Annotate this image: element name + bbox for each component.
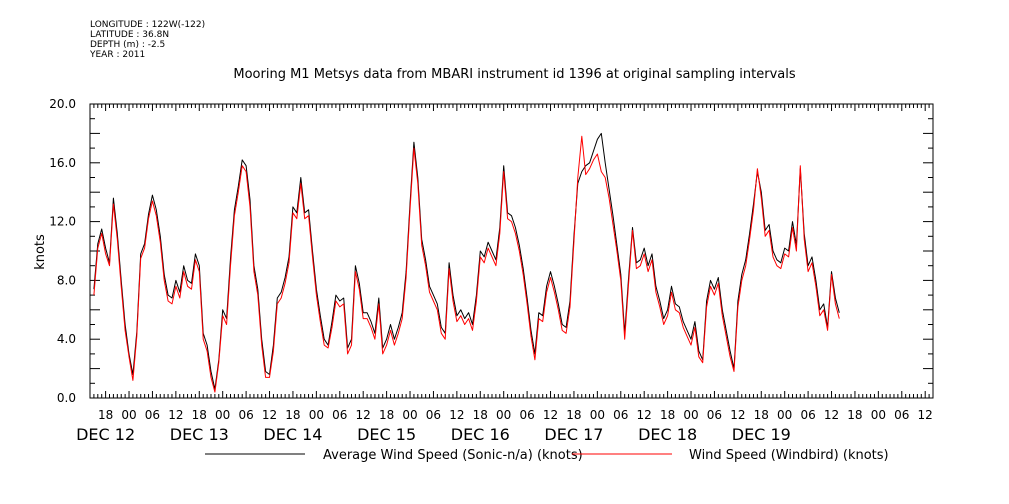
y-tick-label: 12.0 [49, 215, 76, 229]
x-hour-label: 06 [707, 408, 722, 422]
x-hour-label: 12 [262, 408, 277, 422]
x-day-label: DEC 12 [76, 425, 135, 444]
series-line-windbird-wind-speed [93, 135, 840, 393]
y-tick-label: 0.0 [57, 391, 76, 405]
legend: Average Wind Speed (Sonic-n/a) (knots) W… [205, 448, 889, 463]
x-hour-label: 18 [473, 408, 488, 422]
x-hour-label: 18 [847, 408, 862, 422]
x-hour-label: 12 [449, 408, 464, 422]
x-hour-label: 12 [168, 408, 183, 422]
y-tick-label: 4.0 [57, 332, 76, 346]
x-day-label: DEC 19 [732, 425, 791, 444]
x-hour-label: 18 [192, 408, 207, 422]
x-hour-label: 06 [800, 408, 815, 422]
metadata-block: LONGITUDE : 122W(-122) LATITUDE : 36.8N … [90, 20, 205, 60]
y-tick-label: 20.0 [49, 97, 76, 111]
series-line-average-wind-speed [93, 132, 840, 390]
x-hour-label: 00 [215, 408, 230, 422]
x-hour-label: 06 [145, 408, 160, 422]
x-hour-label: 00 [590, 408, 605, 422]
x-hour-label: 18 [285, 408, 300, 422]
x-day-label: DEC 18 [638, 425, 697, 444]
x-day-label: DEC 15 [357, 425, 416, 444]
y-tick-label: 16.0 [49, 156, 76, 170]
x-hour-label: 00 [309, 408, 324, 422]
x-hour-label: 06 [426, 408, 441, 422]
x-hour-label: 00 [777, 408, 792, 422]
x-hour-label: 12 [730, 408, 745, 422]
x-hour-label: 12 [824, 408, 839, 422]
x-hour-label: 00 [121, 408, 136, 422]
y-tick-label: 8.0 [57, 273, 76, 287]
latitude-label: LATITUDE : 36.8N [90, 30, 170, 40]
x-hour-label: 12 [918, 408, 933, 422]
chart-title: Mooring M1 Metsys data from MBARI instru… [233, 67, 796, 82]
x-day-label: DEC 16 [451, 425, 510, 444]
x-hour-label: 18 [566, 408, 581, 422]
year-label: YEAR : 2011 [90, 50, 146, 60]
tick-labels: 0.0 4.0 8.0 12.0 16.0 20.0 18 00 06 12 18 00 06 12 18 0… [49, 97, 933, 444]
y-axis-label: knots [33, 234, 48, 270]
x-hour-label: 00 [402, 408, 417, 422]
x-day-label: DEC 13 [170, 425, 229, 444]
series-layer [93, 132, 840, 393]
x-day-label: DEC 14 [263, 425, 322, 444]
x-hour-label: 18 [660, 408, 675, 422]
x-hour-label: 18 [754, 408, 769, 422]
x-hour-label: 18 [98, 408, 113, 422]
x-hour-label: 00 [871, 408, 886, 422]
legend-label-average: Average Wind Speed (Sonic-n/a) (knots) [323, 448, 583, 463]
x-hour-label: 06 [238, 408, 253, 422]
x-hour-label: 12 [637, 408, 652, 422]
x-day-label: DEC 17 [544, 425, 603, 444]
legend-label-windbird: Wind Speed (Windbird) (knots) [689, 448, 889, 463]
x-hour-label: 00 [496, 408, 511, 422]
x-hour-label: 12 [356, 408, 371, 422]
x-hour-label: 00 [683, 408, 698, 422]
x-hour-label: 06 [894, 408, 909, 422]
depth-label: DEPTH (m) : -2.5 [90, 40, 166, 50]
x-hour-label: 06 [613, 408, 628, 422]
x-hour-label: 12 [543, 408, 558, 422]
x-hour-label: 06 [519, 408, 534, 422]
longitude-label: LONGITUDE : 122W(-122) [90, 20, 206, 30]
x-hour-label: 06 [332, 408, 347, 422]
x-hour-label: 18 [379, 408, 394, 422]
